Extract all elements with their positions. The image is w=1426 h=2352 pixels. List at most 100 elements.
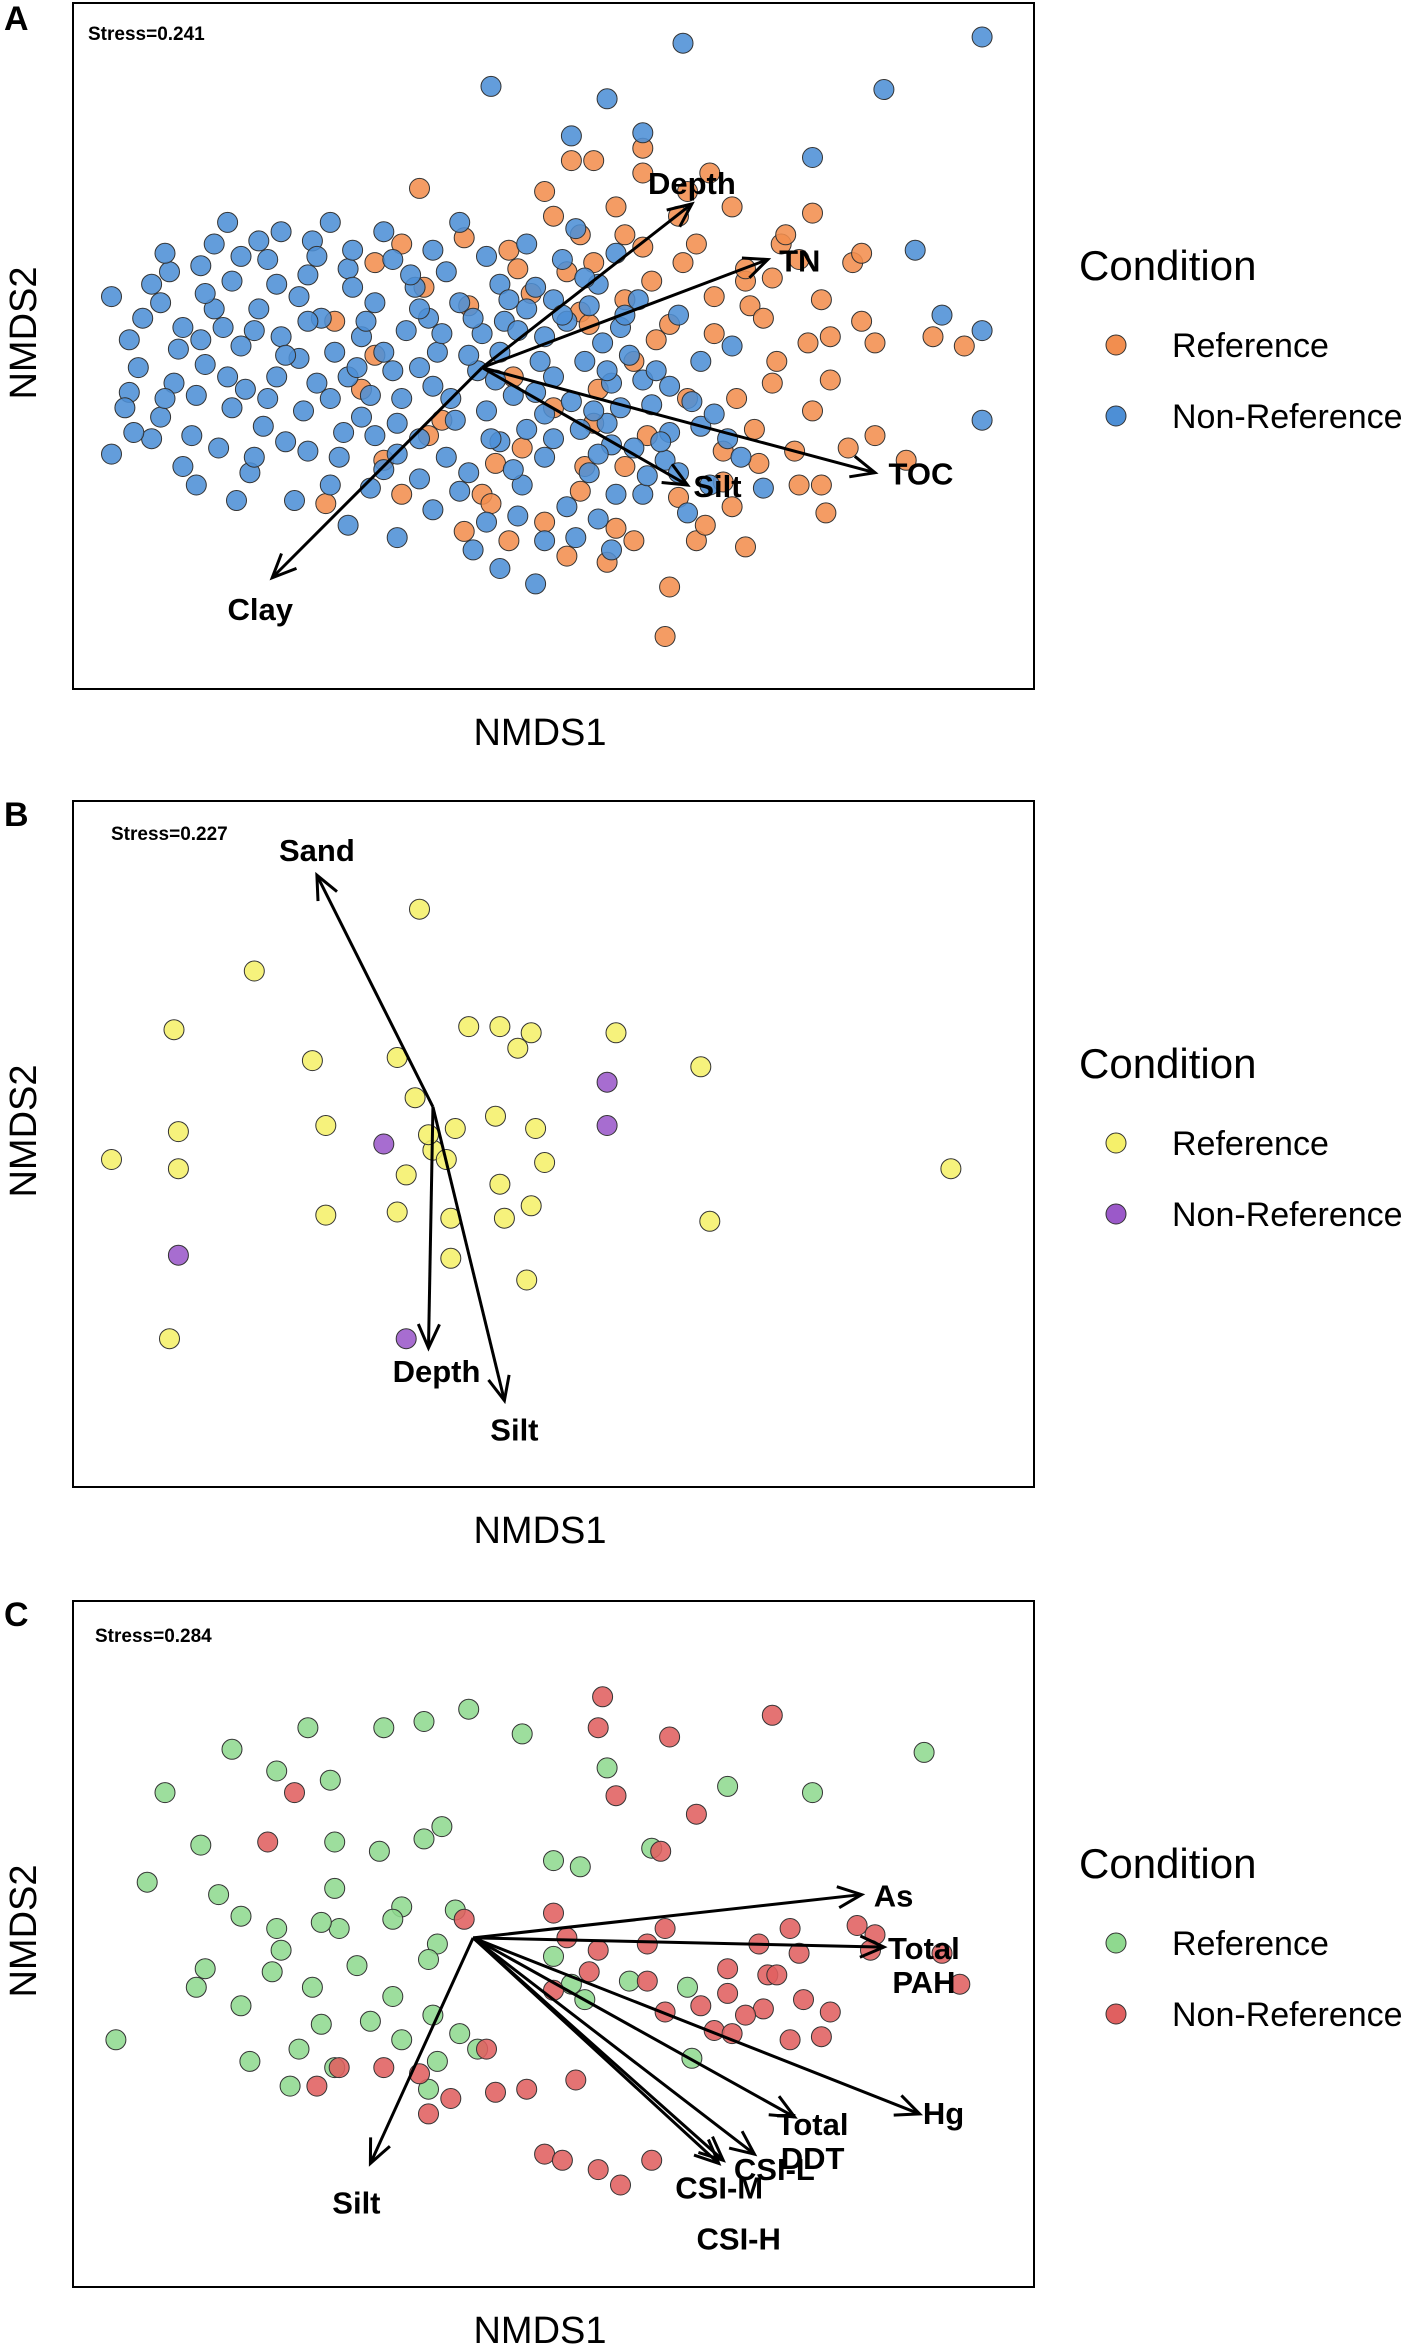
panel-c-point-reference bbox=[185, 1976, 207, 1998]
panel-a-point-non-reference bbox=[596, 412, 618, 434]
panel-a-point-reference bbox=[632, 236, 654, 258]
panel-a-point-reference bbox=[632, 162, 654, 184]
panel-a-point-reference bbox=[851, 242, 873, 264]
panel-a-point-non-reference bbox=[422, 239, 444, 261]
panel-c-vector-total-pah-arrow bbox=[473, 1936, 884, 1949]
panel-c-point-reference bbox=[266, 1760, 288, 1782]
panel-c-point-non-reference bbox=[485, 2081, 506, 2103]
panel-b-legend-swatch-non-reference bbox=[1105, 1203, 1127, 1225]
panel-c-point-reference bbox=[802, 1782, 823, 1804]
panel-a-point-reference bbox=[668, 486, 689, 508]
panel-a-point-non-reference bbox=[181, 425, 203, 447]
panel-a-point-reference bbox=[735, 536, 756, 558]
panel-c: C Stress=0.284 AsTotalPAHHgTotalDDTCSI-L… bbox=[3, 1596, 1403, 2352]
panel-a-point-reference bbox=[569, 480, 591, 502]
panel-a-point-reference bbox=[543, 205, 564, 227]
panel-c-point-non-reference bbox=[846, 1915, 868, 1936]
panel-a-point-reference bbox=[851, 310, 873, 332]
panel-a-point-reference bbox=[623, 530, 645, 552]
panel-b-plot-frame bbox=[72, 800, 1035, 1488]
panel-c-point-non-reference bbox=[761, 1704, 783, 1726]
panel-a-vector-clay-arrow bbox=[271, 366, 484, 579]
panel-a-point-reference bbox=[511, 437, 533, 459]
panel-a-point-reference bbox=[453, 520, 475, 542]
panel-a-point-non-reference bbox=[243, 446, 265, 468]
panel-a-point-reference bbox=[498, 530, 520, 552]
panel-c-point-reference bbox=[328, 1918, 350, 1939]
panel-a-vector-tn-label: TN bbox=[779, 244, 820, 279]
panel-a-point-non-reference bbox=[141, 273, 163, 295]
panel-b-legend: Condition Reference Non-Reference bbox=[1079, 1040, 1403, 1234]
panel-b-vector-sand-label: Sand bbox=[279, 833, 355, 868]
panel-c-plot-frame bbox=[72, 1600, 1035, 2288]
panel-a-point-reference bbox=[605, 196, 627, 218]
panel-a-point-reference bbox=[659, 576, 681, 598]
panel-c-vector-silt-arrow bbox=[369, 1937, 475, 2165]
panel-a-vector-depth-arrowhead bbox=[666, 201, 695, 228]
panel-c-vector-hg-label: Hg bbox=[923, 2096, 964, 2131]
panel-c-point-non-reference bbox=[592, 1686, 614, 1708]
panel-a-point-non-reference bbox=[212, 317, 234, 338]
panel-a-point-non-reference bbox=[502, 459, 524, 481]
panel-c-point-non-reference bbox=[766, 1964, 788, 1986]
panel-a-point-reference bbox=[810, 474, 832, 496]
panel-a-point-non-reference bbox=[203, 233, 225, 255]
panel-b-point-reference bbox=[940, 1158, 962, 1180]
panel-a-point-non-reference bbox=[230, 245, 252, 267]
panel-a-point-non-reference bbox=[690, 350, 712, 372]
panel-c-point-reference bbox=[596, 1757, 618, 1779]
panel-a-point-non-reference bbox=[337, 514, 359, 536]
panel-a-point-reference bbox=[654, 626, 676, 647]
panel-b-vector-silt-arrow bbox=[431, 1106, 506, 1401]
panel-a-point-non-reference bbox=[551, 249, 573, 270]
panel-c-vector-as-arrow bbox=[472, 1893, 862, 1940]
panel-c-point-non-reference bbox=[605, 1785, 627, 1807]
panel-c-vector-csi-l-label: CSI-L bbox=[734, 2152, 815, 2187]
panel-b-point-reference bbox=[458, 1016, 480, 1038]
panel-a-point-reference bbox=[797, 332, 819, 354]
panel-a-point-non-reference bbox=[248, 298, 270, 320]
panel-a-point-non-reference bbox=[252, 415, 274, 437]
panel-a-point-reference bbox=[694, 514, 716, 536]
panel-a-point-non-reference bbox=[587, 443, 609, 465]
panel-a-point-reference bbox=[583, 150, 605, 172]
panel-c-point-reference bbox=[418, 1949, 439, 1970]
panel-a-point-non-reference bbox=[127, 357, 149, 379]
panel-b-point-reference bbox=[485, 1105, 506, 1127]
panel-b-vector-sand-arrowhead bbox=[315, 871, 338, 902]
panel-a-point-reference bbox=[391, 483, 413, 505]
panel-a-point-non-reference bbox=[574, 267, 596, 289]
panel-c-point-non-reference bbox=[659, 1726, 681, 1748]
panel-a-point-reference bbox=[864, 425, 886, 447]
panel-c-point-reference bbox=[913, 1741, 935, 1763]
panel-b-points bbox=[101, 898, 962, 1350]
panel-b-point-reference bbox=[534, 1152, 556, 1173]
panel-a-point-non-reference bbox=[596, 360, 618, 382]
panel-c-point-non-reference bbox=[641, 2149, 663, 2171]
panel-a-point-non-reference bbox=[583, 400, 605, 422]
panel-a-point-non-reference bbox=[904, 239, 926, 261]
panel-a-point-non-reference bbox=[297, 264, 319, 286]
panel-a-point-reference bbox=[761, 372, 783, 394]
panel-a-point-non-reference bbox=[319, 474, 341, 496]
panel-c-point-reference bbox=[543, 1850, 564, 1872]
panel-a-point-non-reference bbox=[217, 366, 239, 388]
panel-a-point-reference bbox=[364, 252, 386, 274]
panel-a-vector-silt-arrow bbox=[481, 366, 689, 487]
panel-a-point-non-reference bbox=[931, 304, 953, 326]
panel-c-stress: Stress=0.284 bbox=[95, 1626, 212, 1647]
panel-a-point-non-reference bbox=[266, 366, 288, 388]
panel-c-point-non-reference bbox=[949, 1973, 971, 1995]
panel-c-point-reference bbox=[413, 1711, 435, 1732]
panel-a-legend-swatch-non-reference bbox=[1105, 405, 1127, 427]
panel-a-point-non-reference bbox=[449, 292, 471, 314]
panel-a-point-non-reference bbox=[498, 289, 520, 311]
panel-a-point-non-reference bbox=[636, 465, 658, 487]
panel-a-vector-tn-arrow bbox=[481, 258, 769, 370]
panel-c-vector-silt-arrowhead bbox=[368, 2137, 391, 2167]
panel-c-point-non-reference bbox=[440, 2088, 462, 2109]
panel-a-point-reference bbox=[685, 233, 707, 255]
panel-c-point-reference bbox=[458, 1698, 480, 1720]
panel-a-point-non-reference bbox=[681, 391, 703, 413]
panel-a-point-non-reference bbox=[462, 539, 484, 561]
